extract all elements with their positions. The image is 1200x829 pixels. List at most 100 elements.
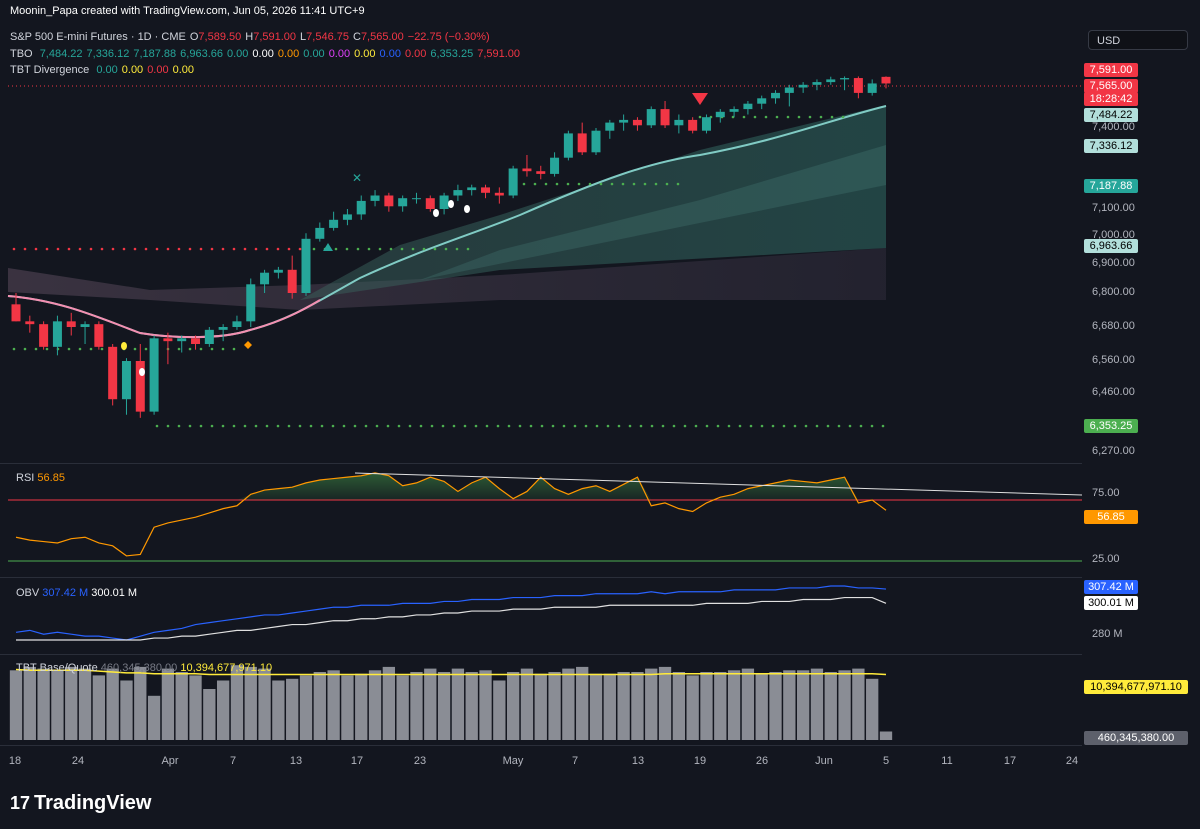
- sell-triangle-marker: [692, 93, 708, 105]
- price-badge: 7,484.22: [1084, 108, 1138, 122]
- candle-body: [342, 214, 352, 220]
- support-dot: [298, 424, 302, 428]
- rsi-legend[interactable]: RSI 56.85: [16, 471, 65, 485]
- rsi-pane: [8, 472, 1083, 562]
- support-dot: [496, 424, 500, 428]
- volume-bar: [769, 672, 782, 740]
- candle-body: [39, 324, 49, 347]
- support-dot: [716, 424, 720, 428]
- support-dot: [177, 347, 181, 351]
- volume-bar: [410, 672, 423, 740]
- time-axis-label: Jun: [815, 755, 833, 767]
- tbo-value: 6,963.66: [180, 48, 223, 60]
- tradingview-logo[interactable]: 17 TradingView: [10, 792, 151, 815]
- candle-body: [743, 103, 753, 110]
- volume-bar: [686, 675, 699, 740]
- candle-body: [563, 133, 573, 158]
- volume-bar: [783, 670, 796, 740]
- support-dot: [342, 424, 346, 428]
- support-dot: [815, 424, 819, 428]
- obv-legend[interactable]: OBV 307.42 M 300.01 M: [16, 586, 137, 600]
- currency-selector[interactable]: USD: [1088, 30, 1188, 50]
- support-dot: [540, 424, 544, 428]
- volume-bar: [824, 672, 837, 740]
- candle-body: [232, 321, 242, 327]
- pane-divider: [0, 463, 1082, 464]
- tbo-value: 0.00: [277, 48, 300, 60]
- support-dot: [444, 247, 448, 251]
- rsi-label: RSI: [16, 472, 35, 484]
- candle-body: [522, 168, 532, 172]
- support-dot: [155, 424, 159, 428]
- support-dot: [12, 347, 16, 351]
- volume-bar: [203, 689, 216, 740]
- candle-body: [11, 304, 21, 322]
- volume-bar: [796, 670, 810, 740]
- resistance-dot: [122, 247, 126, 251]
- resistance-dot: [166, 247, 170, 251]
- resistance-dot: [276, 247, 280, 251]
- volume-bar: [493, 680, 506, 740]
- candle-body: [826, 79, 836, 83]
- tbo-value: 0.00: [303, 48, 325, 60]
- time-axis-label: 23: [413, 755, 427, 767]
- volume-bar: [852, 668, 865, 740]
- support-dot: [804, 424, 808, 428]
- price-axis-label: 6,800.00: [1092, 286, 1135, 298]
- resistance-dot: [133, 247, 137, 251]
- volume-bar: [603, 673, 616, 740]
- support-dot: [411, 247, 415, 251]
- volume-bar: [866, 678, 879, 740]
- divergence-value: 0.00: [172, 64, 195, 76]
- volume-bar: [714, 672, 727, 740]
- resistance-dot: [199, 247, 203, 251]
- tbt-value2: 10,394,677,971.10: [180, 662, 273, 674]
- support-dot: [775, 115, 779, 119]
- obv-badge: 307.42 M: [1084, 580, 1138, 594]
- support-dot: [661, 424, 665, 428]
- dot-marker: [433, 209, 439, 217]
- rsi-line: [15, 472, 887, 557]
- candle-body: [149, 338, 159, 412]
- support-dot: [254, 424, 258, 428]
- tbo-legend[interactable]: TBO 7,484.22 7,336.12 7,187.88 6,963.66 0.00…: [10, 47, 524, 61]
- ohlc-close: 7,565.00: [360, 31, 404, 43]
- support-dot: [870, 424, 874, 428]
- price-axis-label: 6,560.00: [1092, 354, 1135, 366]
- tbt-legend[interactable]: TBT Base/Quote 460,345,380.00 10,394,677…: [16, 661, 272, 675]
- candle-body: [867, 83, 877, 93]
- resistance-dot: [177, 247, 181, 251]
- candle-body: [329, 219, 339, 228]
- candle-body: [66, 321, 76, 327]
- time-axis-label: 18: [8, 755, 22, 767]
- support-dot: [617, 424, 621, 428]
- support-dot: [389, 247, 393, 251]
- symbol-legend[interactable]: S&P 500 E-mini Futures · 1D · CME O7,589.…: [10, 30, 494, 44]
- support-dot: [819, 115, 823, 119]
- support-dot: [45, 347, 49, 351]
- volume-bar: [645, 668, 658, 740]
- volume-bar: [272, 680, 285, 740]
- support-dot: [397, 424, 401, 428]
- dot-marker: [139, 368, 145, 376]
- resistance-dot: [78, 247, 82, 251]
- divergence-value: 0.00: [121, 64, 144, 76]
- support-dot: [232, 347, 236, 351]
- support-dot: [881, 424, 885, 428]
- support-dot: [654, 182, 658, 186]
- support-dot: [518, 424, 522, 428]
- price-badge: 6,353.25: [1084, 419, 1138, 433]
- support-dot: [452, 424, 456, 428]
- volume-bar: [562, 668, 575, 740]
- ohlc-high: 7,591.00: [253, 31, 297, 43]
- support-dot: [621, 182, 625, 186]
- divergence-value: 0.00: [147, 64, 169, 76]
- candle-body: [177, 338, 187, 342]
- volume-bar: [700, 672, 713, 740]
- divergence-legend[interactable]: TBT Divergence 0.00 0.00 0.00 0.00: [10, 63, 198, 77]
- volume-bar: [451, 668, 465, 740]
- tbo-value: 6,353.25: [430, 48, 474, 60]
- support-dot: [34, 347, 38, 351]
- ohlc-l-label: L: [300, 31, 307, 43]
